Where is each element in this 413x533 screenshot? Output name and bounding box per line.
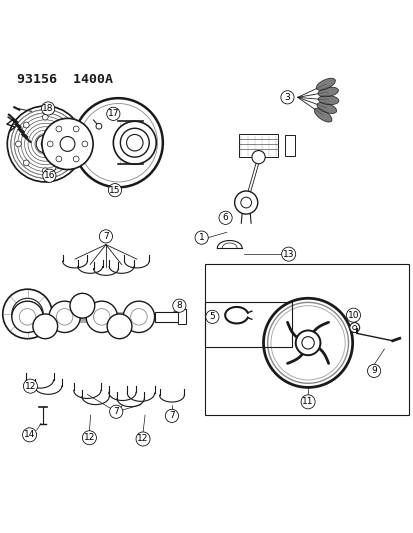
Circle shape	[352, 326, 356, 329]
Text: 93156  1400A: 93156 1400A	[17, 74, 113, 86]
Wedge shape	[276, 324, 296, 362]
Circle shape	[281, 247, 295, 261]
Circle shape	[300, 395, 314, 409]
Circle shape	[218, 211, 232, 224]
Circle shape	[234, 191, 257, 214]
Circle shape	[56, 309, 73, 325]
Text: 7: 7	[103, 232, 109, 241]
Circle shape	[16, 141, 21, 147]
Wedge shape	[318, 324, 339, 362]
Circle shape	[12, 301, 43, 333]
Circle shape	[42, 114, 48, 120]
Circle shape	[19, 309, 36, 325]
Circle shape	[82, 431, 96, 445]
Text: 18: 18	[42, 104, 54, 113]
Circle shape	[42, 168, 48, 174]
Circle shape	[74, 98, 162, 187]
Text: 14: 14	[24, 430, 35, 439]
Circle shape	[69, 141, 75, 147]
Text: 16: 16	[43, 171, 55, 180]
Bar	[238, 134, 278, 157]
Text: 3: 3	[284, 93, 290, 102]
Circle shape	[96, 123, 102, 129]
Circle shape	[12, 298, 43, 329]
Circle shape	[126, 134, 143, 151]
Circle shape	[73, 126, 79, 132]
Circle shape	[165, 409, 178, 423]
Circle shape	[41, 102, 55, 115]
Circle shape	[263, 298, 352, 387]
Circle shape	[367, 364, 380, 377]
Circle shape	[109, 405, 123, 418]
Bar	[118, 122, 143, 164]
Bar	[178, 310, 186, 324]
Circle shape	[33, 314, 57, 338]
Circle shape	[108, 183, 121, 197]
Ellipse shape	[317, 87, 337, 97]
Circle shape	[42, 118, 93, 169]
Circle shape	[22, 428, 36, 442]
Circle shape	[301, 337, 313, 349]
Text: 15: 15	[109, 185, 121, 195]
Ellipse shape	[318, 95, 338, 104]
Text: 10: 10	[347, 311, 358, 320]
Circle shape	[60, 136, 75, 151]
Text: 9: 9	[370, 366, 376, 375]
Wedge shape	[288, 354, 327, 374]
Circle shape	[49, 301, 80, 333]
Text: 17: 17	[107, 109, 119, 118]
Circle shape	[73, 156, 79, 162]
Circle shape	[43, 169, 56, 182]
Circle shape	[56, 156, 62, 162]
Circle shape	[107, 107, 120, 120]
Ellipse shape	[313, 108, 331, 122]
Bar	[204, 302, 291, 347]
Text: 11: 11	[301, 397, 313, 406]
Text: 12: 12	[83, 433, 95, 442]
Wedge shape	[288, 311, 327, 332]
Circle shape	[136, 432, 150, 446]
Bar	[204, 264, 408, 415]
Circle shape	[295, 330, 320, 355]
Circle shape	[107, 314, 132, 338]
Circle shape	[56, 126, 62, 132]
Text: 8: 8	[176, 301, 182, 310]
Circle shape	[93, 309, 110, 325]
Text: 12: 12	[25, 382, 36, 391]
Circle shape	[61, 122, 67, 128]
Circle shape	[346, 308, 360, 322]
Text: 7: 7	[169, 411, 174, 421]
Circle shape	[123, 301, 154, 333]
Circle shape	[82, 141, 88, 147]
Ellipse shape	[316, 78, 335, 90]
Circle shape	[86, 301, 117, 333]
Circle shape	[349, 322, 359, 333]
Circle shape	[70, 293, 95, 318]
Circle shape	[3, 289, 52, 338]
Circle shape	[99, 230, 112, 243]
Circle shape	[131, 309, 147, 325]
Circle shape	[24, 160, 29, 166]
Circle shape	[240, 197, 251, 208]
Circle shape	[195, 231, 208, 244]
Text: 5: 5	[209, 312, 215, 321]
Circle shape	[24, 122, 29, 128]
Text: 7: 7	[113, 407, 119, 416]
Bar	[155, 312, 186, 322]
Circle shape	[61, 160, 67, 166]
Text: 12: 12	[137, 434, 148, 443]
Text: 13: 13	[282, 249, 294, 259]
Circle shape	[113, 122, 156, 164]
Circle shape	[172, 299, 185, 312]
Circle shape	[23, 379, 37, 393]
Circle shape	[252, 150, 265, 164]
Text: 1: 1	[198, 233, 204, 242]
Text: 6: 6	[222, 213, 228, 222]
Bar	[284, 135, 294, 156]
Circle shape	[280, 91, 293, 104]
Ellipse shape	[316, 102, 336, 114]
Circle shape	[47, 141, 53, 147]
Circle shape	[205, 310, 218, 324]
Circle shape	[120, 128, 149, 157]
